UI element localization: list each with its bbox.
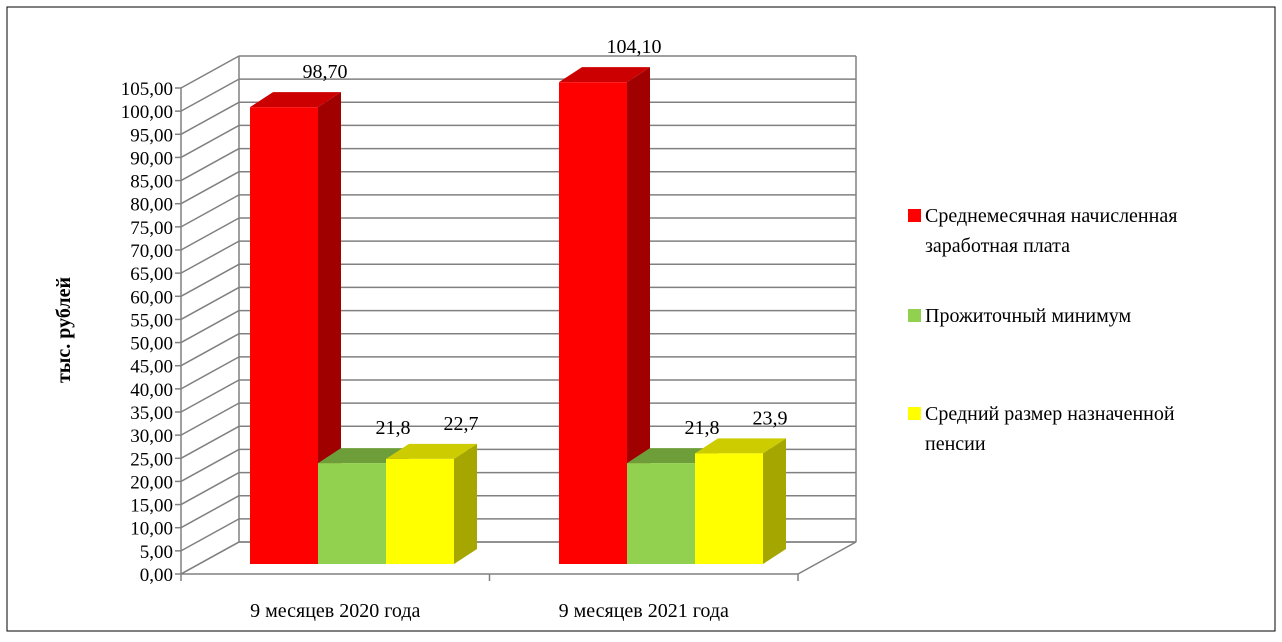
- side-gridline: [180, 518, 240, 552]
- x-category-label: 9 месяцев 2021 года: [559, 600, 729, 622]
- y-tick-label: 70,00: [130, 241, 173, 262]
- y-tick-label: 40,00: [130, 380, 173, 401]
- y-tick-label: 10,00: [130, 519, 173, 540]
- bar: [250, 92, 341, 564]
- data-label: 104,10: [607, 36, 662, 58]
- bar-side: [627, 67, 650, 564]
- side-gridline: [180, 78, 240, 112]
- y-tick-label: 25,00: [130, 449, 173, 470]
- y-tick-label: 0,00: [140, 565, 173, 586]
- data-label: 22,7: [444, 413, 479, 435]
- y-tick-label: 35,00: [130, 403, 173, 424]
- bar-front: [559, 82, 627, 564]
- legend-label: Среднемесячная начисленная: [925, 205, 1177, 227]
- y-axis-title: тыс. рублей: [53, 277, 75, 383]
- bar-side: [318, 92, 341, 564]
- bar-front: [250, 107, 318, 564]
- side-gridline: [180, 101, 240, 135]
- side-gridline: [180, 286, 240, 321]
- bar-side: [763, 438, 786, 564]
- legend-label: заработная плата: [925, 235, 1070, 257]
- bar-top: [250, 92, 341, 108]
- side-gridline: [180, 541, 240, 575]
- legend-swatch: [908, 407, 921, 420]
- bar-side: [454, 443, 477, 564]
- bar: [559, 67, 650, 564]
- bar-front: [627, 463, 695, 564]
- data-label: 21,8: [376, 417, 411, 439]
- data-label: 98,70: [303, 61, 348, 83]
- bar: [695, 438, 786, 564]
- side-gridline: [180, 425, 240, 459]
- legend-item: Среднемесячная начисленная заработная пла…: [908, 205, 1177, 257]
- bar-front: [318, 463, 386, 564]
- bar: [386, 443, 477, 564]
- side-gridline: [180, 124, 240, 159]
- side-gridline: [180, 448, 240, 483]
- legend-swatch: [908, 309, 921, 322]
- y-tick-label: 20,00: [130, 472, 173, 493]
- bar-front: [695, 453, 763, 564]
- side-gridline: [180, 240, 240, 274]
- y-tick-label: 85,00: [130, 172, 173, 193]
- x-category-label: 9 месяцев 2020 года: [250, 600, 420, 622]
- y-tick-label: 80,00: [130, 195, 173, 216]
- side-gridline: [180, 194, 240, 228]
- side-gridline: [180, 356, 240, 390]
- y-tick-label: 65,00: [130, 264, 173, 285]
- y-tick-label: 30,00: [130, 426, 173, 447]
- y-tick-label: 90,00: [130, 148, 173, 169]
- y-tick-label: 75,00: [130, 218, 173, 239]
- y-tick-label: 100,00: [121, 102, 173, 123]
- y-tick-label: 60,00: [130, 287, 173, 308]
- side-gridline: [180, 263, 240, 297]
- bar-top: [386, 443, 477, 459]
- y-tick-label: 50,00: [130, 334, 173, 355]
- data-label: 23,9: [753, 407, 788, 429]
- side-gridline: [180, 309, 240, 344]
- legend-label: Средний размер назначенной: [925, 403, 1175, 425]
- bar-top: [559, 67, 650, 83]
- legend-item: Средний размер назначенной пенсии: [908, 403, 1175, 455]
- bar-front: [386, 458, 454, 564]
- side-gridline: [180, 333, 240, 367]
- side-gridline: [180, 471, 240, 506]
- side-gridline: [180, 55, 240, 89]
- y-tick-label: 15,00: [130, 496, 173, 517]
- legend-item: Прожиточный минимум: [908, 305, 1131, 327]
- side-gridline: [180, 171, 240, 205]
- side-gridline: [180, 495, 240, 529]
- legend-swatch: [908, 209, 921, 222]
- legend-label: пенсии: [925, 433, 986, 455]
- data-label: 21,8: [685, 417, 720, 439]
- legend-label: Прожиточный минимум: [925, 305, 1131, 327]
- side-gridline: [180, 147, 240, 182]
- y-tick-label: 5,00: [140, 542, 173, 563]
- side-gridline: [180, 379, 240, 413]
- y-tick-label: 105,00: [121, 79, 173, 100]
- y-tick-label: 45,00: [130, 357, 173, 378]
- side-gridline: [180, 402, 240, 436]
- side-gridline: [180, 217, 240, 251]
- y-tick-label: 95,00: [130, 125, 173, 146]
- y-tick-label: 55,00: [130, 310, 173, 331]
- bar-top: [695, 438, 786, 454]
